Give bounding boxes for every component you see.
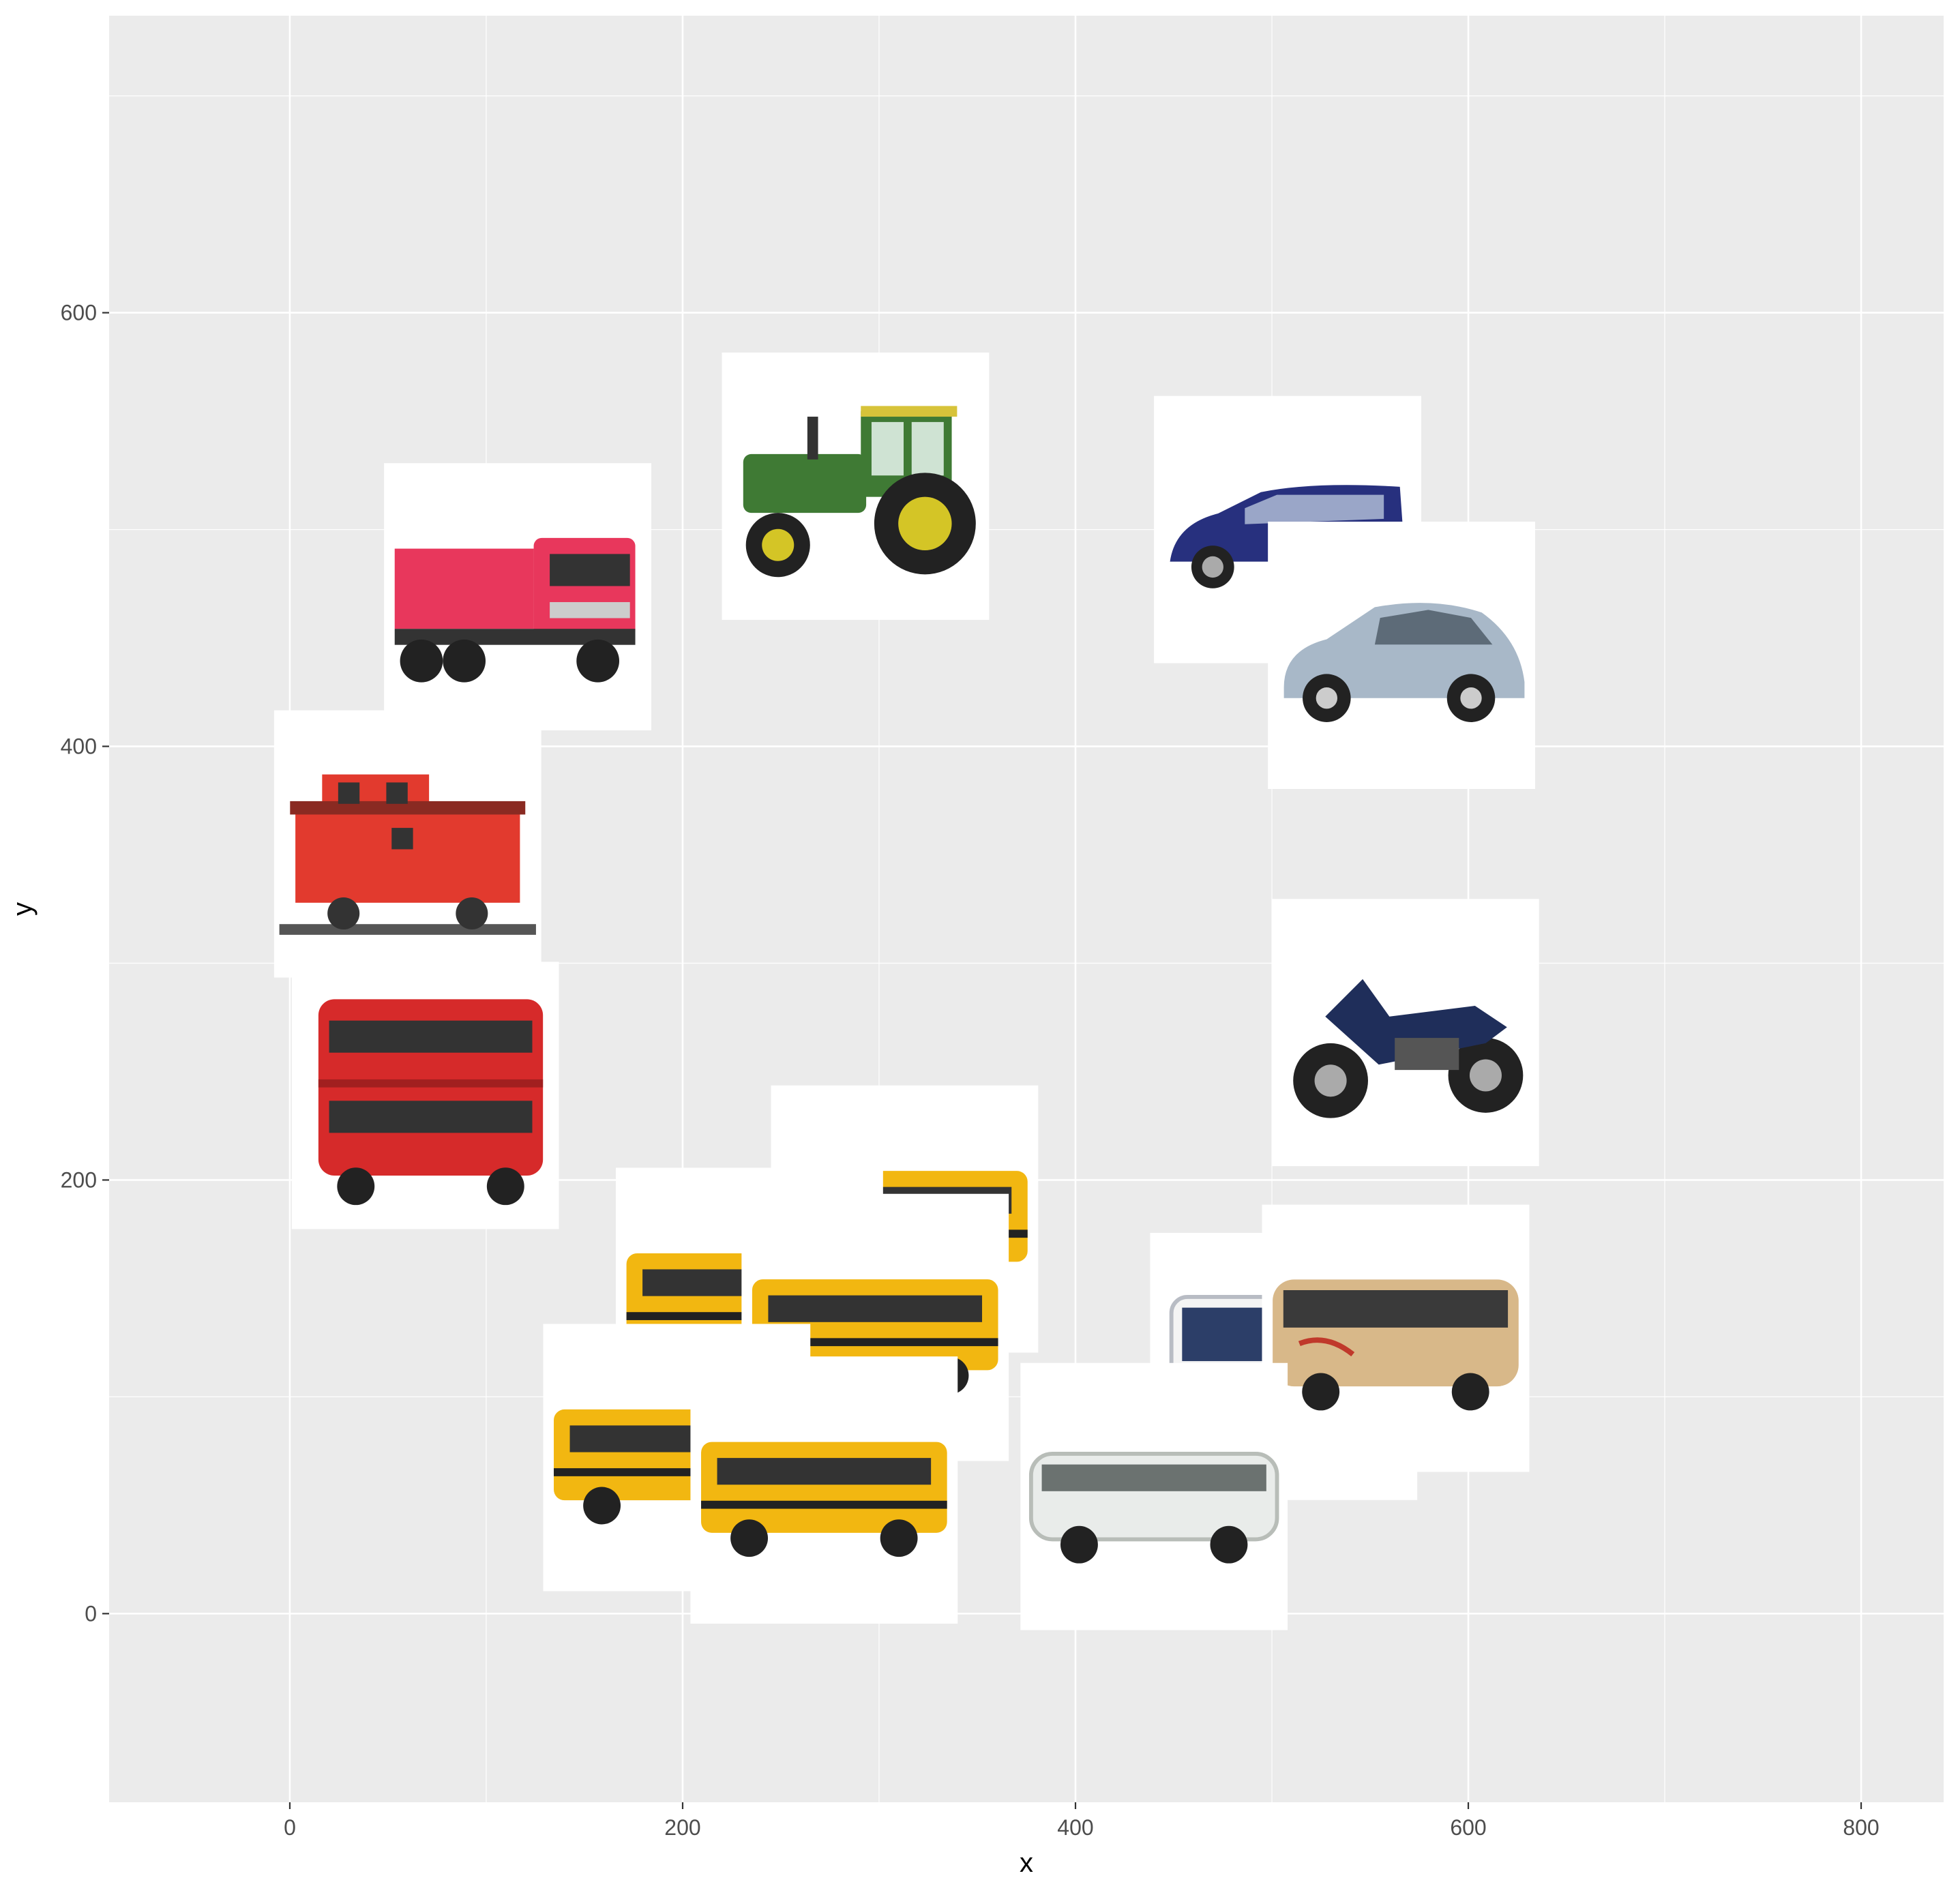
red-caboose-icon (273, 710, 541, 978)
x-tick-label: 600 (1450, 1815, 1486, 1840)
x-tick-label: 400 (1057, 1815, 1093, 1840)
x-tick-label: 200 (664, 1815, 700, 1840)
y-tick-label: 600 (61, 301, 97, 325)
white-coach-bus-icon (1020, 1363, 1288, 1630)
tan-coach-bus-icon (1262, 1205, 1529, 1472)
school-bus-icon (690, 1356, 958, 1624)
silver-hatchback-icon (1268, 521, 1536, 789)
y-tick-label: 200 (61, 1167, 97, 1192)
dump-truck-icon (384, 463, 652, 731)
y-tick-label: 400 (61, 734, 97, 759)
motorcycle-icon (1271, 899, 1539, 1167)
y-tick-label: 0 (85, 1601, 97, 1626)
x-axis-title: x (1020, 1848, 1033, 1878)
x-tick-label: 0 (284, 1815, 296, 1840)
red-double-decker-bus-icon (291, 961, 559, 1229)
y-axis-title: y (8, 902, 38, 916)
x-tick-label: 800 (1843, 1815, 1879, 1840)
tractor-icon (722, 352, 990, 620)
